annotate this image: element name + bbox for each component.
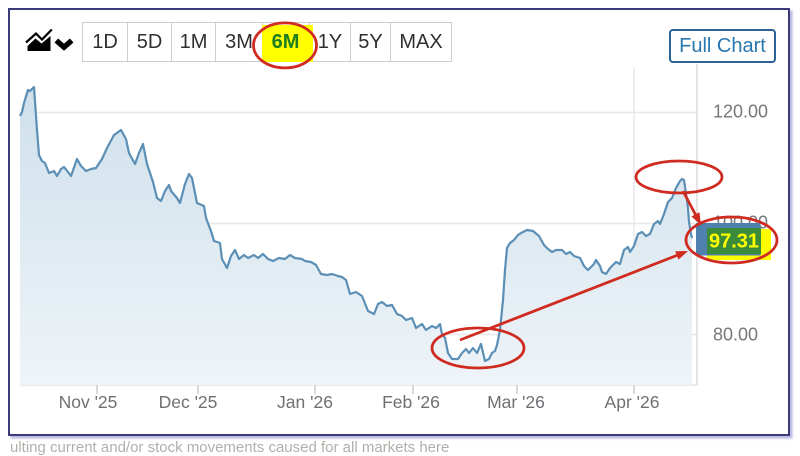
svg-text:120.00: 120.00 bbox=[713, 102, 768, 122]
svg-text:Feb '26: Feb '26 bbox=[382, 392, 440, 412]
svg-text:Nov '25: Nov '25 bbox=[59, 392, 118, 412]
svg-text:Apr '26: Apr '26 bbox=[605, 392, 660, 412]
svg-text:Mar '26: Mar '26 bbox=[487, 392, 545, 412]
svg-text:80.00: 80.00 bbox=[713, 325, 758, 345]
svg-text:Jan '26: Jan '26 bbox=[277, 392, 333, 412]
svg-text:97.31: 97.31 bbox=[709, 231, 759, 253]
svg-text:Dec '25: Dec '25 bbox=[159, 392, 218, 412]
